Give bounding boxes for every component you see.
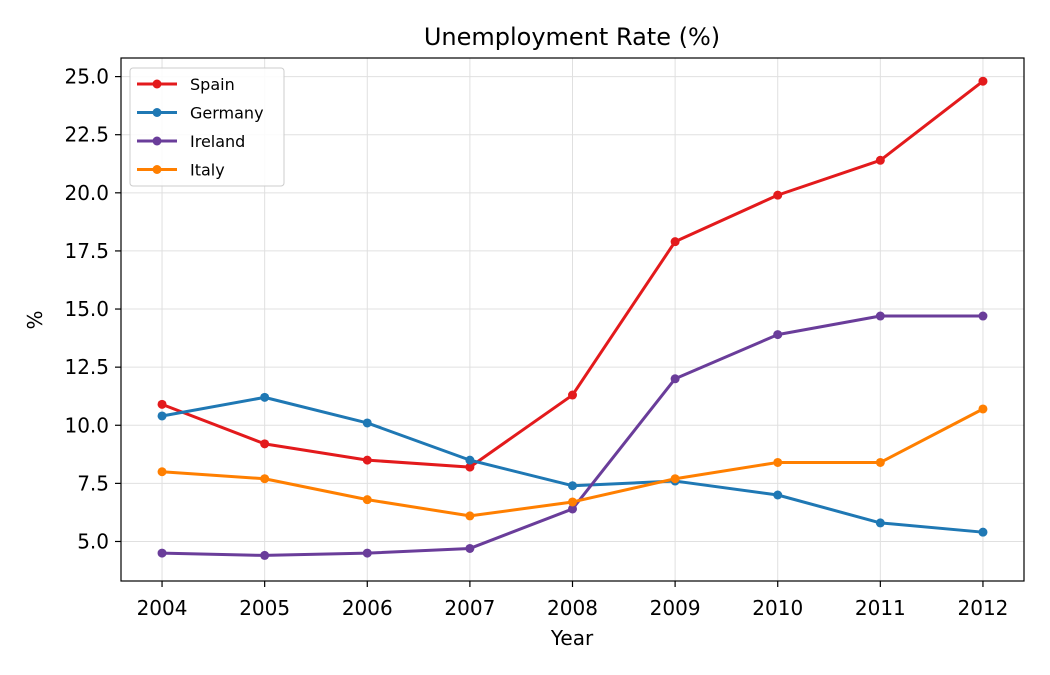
data-point-germany bbox=[157, 411, 167, 421]
data-point-ireland bbox=[773, 330, 783, 340]
legend-label-spain: Spain bbox=[190, 75, 235, 94]
y-tick-label: 12.5 bbox=[64, 355, 109, 379]
x-tick-label: 2009 bbox=[650, 596, 701, 620]
legend-marker-germany bbox=[152, 108, 162, 117]
x-tick-label: 2011 bbox=[855, 596, 906, 620]
data-point-italy bbox=[260, 474, 270, 484]
data-point-germany bbox=[465, 455, 475, 465]
data-point-spain bbox=[978, 76, 988, 86]
data-point-italy bbox=[465, 511, 475, 521]
grid bbox=[121, 58, 1024, 581]
data-point-spain bbox=[157, 399, 167, 409]
x-tick-label: 2010 bbox=[752, 596, 803, 620]
data-point-italy bbox=[362, 495, 372, 505]
y-tick-label: 17.5 bbox=[64, 239, 109, 263]
data-point-spain bbox=[773, 190, 783, 200]
legend-marker-spain bbox=[152, 79, 162, 89]
data-point-germany bbox=[978, 527, 988, 537]
chart-title: Unemployment Rate (%) bbox=[424, 23, 720, 51]
data-point-germany bbox=[362, 418, 372, 428]
data-point-ireland bbox=[875, 311, 885, 321]
legend-marker-ireland bbox=[152, 136, 162, 146]
legend-label-italy: Italy bbox=[190, 161, 225, 180]
y-tick-label: 15.0 bbox=[64, 297, 109, 321]
data-point-spain bbox=[670, 237, 680, 247]
data-point-spain bbox=[362, 455, 372, 465]
legend-marker-italy bbox=[152, 165, 162, 174]
data-point-italy bbox=[670, 474, 680, 484]
legend-box bbox=[129, 67, 285, 187]
data-point-spain bbox=[465, 462, 475, 472]
x-tick-label: 2004 bbox=[137, 596, 188, 620]
data-point-spain bbox=[875, 155, 885, 165]
y-tick-label: 20.0 bbox=[64, 181, 109, 205]
y-tick-label: 5.0 bbox=[77, 529, 109, 553]
data-point-spain bbox=[260, 439, 270, 449]
data-point-ireland bbox=[362, 548, 372, 558]
x-tick-label: 2007 bbox=[444, 596, 495, 620]
data-point-italy bbox=[875, 457, 885, 467]
x-tick-label: 2006 bbox=[342, 596, 393, 620]
legend-label-germany: Germany bbox=[190, 104, 264, 123]
data-point-germany bbox=[773, 490, 783, 500]
y-axis-title: % bbox=[23, 310, 47, 329]
data-point-germany bbox=[260, 392, 270, 402]
data-point-ireland bbox=[670, 374, 680, 384]
series-layer bbox=[157, 76, 988, 560]
data-point-ireland bbox=[465, 543, 475, 553]
x-axis-title: Year bbox=[550, 626, 594, 650]
data-point-spain bbox=[568, 390, 577, 400]
data-point-italy bbox=[773, 457, 783, 467]
x-tick-label: 2008 bbox=[547, 596, 598, 620]
data-point-germany bbox=[875, 518, 885, 528]
data-point-italy bbox=[978, 404, 988, 414]
legend-label-ireland: Ireland bbox=[190, 132, 245, 151]
data-point-ireland bbox=[568, 504, 577, 514]
y-tick-label: 10.0 bbox=[64, 413, 109, 437]
data-point-ireland bbox=[157, 548, 167, 558]
data-point-italy bbox=[157, 467, 167, 477]
legend: Spain Germany Ireland Italy bbox=[129, 67, 285, 187]
data-point-ireland bbox=[260, 550, 270, 560]
x-tick-label: 2005 bbox=[239, 596, 290, 620]
y-tick-label: 7.5 bbox=[77, 471, 109, 495]
x-tick-label: 2012 bbox=[958, 596, 1009, 620]
axis-ticks: 2004 2005 2006 2007 2008 2009 2010 2011 2012 5.0 7… bbox=[64, 65, 1008, 620]
data-point-germany bbox=[568, 481, 577, 491]
data-point-italy bbox=[568, 497, 577, 507]
y-tick-label: 25.0 bbox=[64, 65, 109, 89]
y-tick-label: 22.5 bbox=[64, 123, 109, 147]
data-point-ireland bbox=[978, 311, 988, 321]
